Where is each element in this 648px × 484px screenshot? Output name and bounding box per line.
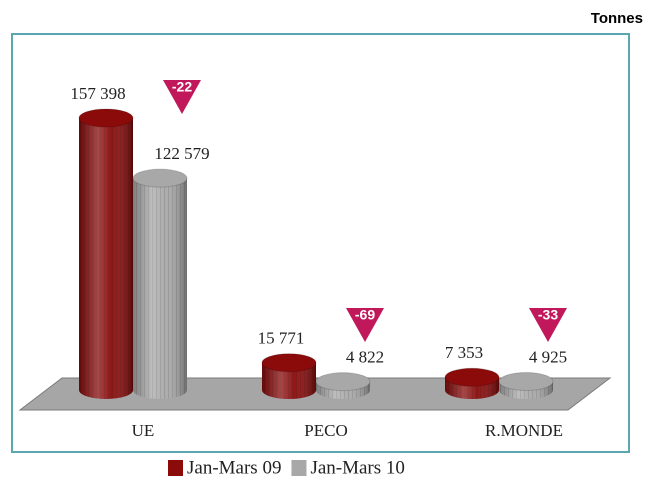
- legend-label: Jan-Mars 10: [310, 457, 404, 478]
- legend-label: Jan-Mars 09: [187, 457, 281, 478]
- cylinder-top: [261, 353, 317, 373]
- x-tick-label: UE: [132, 421, 155, 440]
- value-label: 157 398: [70, 84, 125, 103]
- cylinder-top: [444, 367, 500, 387]
- cylinder-top: [132, 168, 188, 188]
- value-label: 4 925: [529, 347, 567, 366]
- annotation-triangle: [163, 80, 201, 114]
- cylinder-top: [315, 372, 371, 392]
- value-label: 7 353: [445, 343, 483, 362]
- cylinder: [498, 371, 554, 399]
- value-label: 4 822: [346, 348, 384, 367]
- cylinder: [315, 372, 371, 399]
- annotation: -22: [172, 79, 192, 95]
- cylinder: [444, 367, 500, 399]
- x-tick-label: R.MONDE: [485, 421, 563, 440]
- cylinder-shade: [262, 362, 316, 399]
- x-tick-label: PECO: [304, 421, 347, 440]
- cylinder: [78, 108, 134, 399]
- annotation-triangle: [346, 308, 384, 342]
- annotation: -69: [355, 307, 375, 323]
- cylinder-shade: [133, 178, 187, 399]
- cylinder: [132, 168, 188, 399]
- cylinder: [261, 353, 317, 399]
- unit-label: Tonnes: [591, 10, 643, 27]
- annotation: -33: [538, 307, 558, 323]
- legend-swatch: [168, 460, 183, 476]
- plot-frame: [11, 33, 630, 453]
- cylinder-top: [498, 371, 554, 391]
- value-label: 122 579: [154, 144, 209, 163]
- cylinder-top: [78, 108, 134, 128]
- cylinder-shade: [79, 118, 133, 399]
- value-label: 15 771: [258, 329, 305, 348]
- legend-swatch: [291, 460, 307, 476]
- annotation-triangle: [529, 308, 567, 342]
